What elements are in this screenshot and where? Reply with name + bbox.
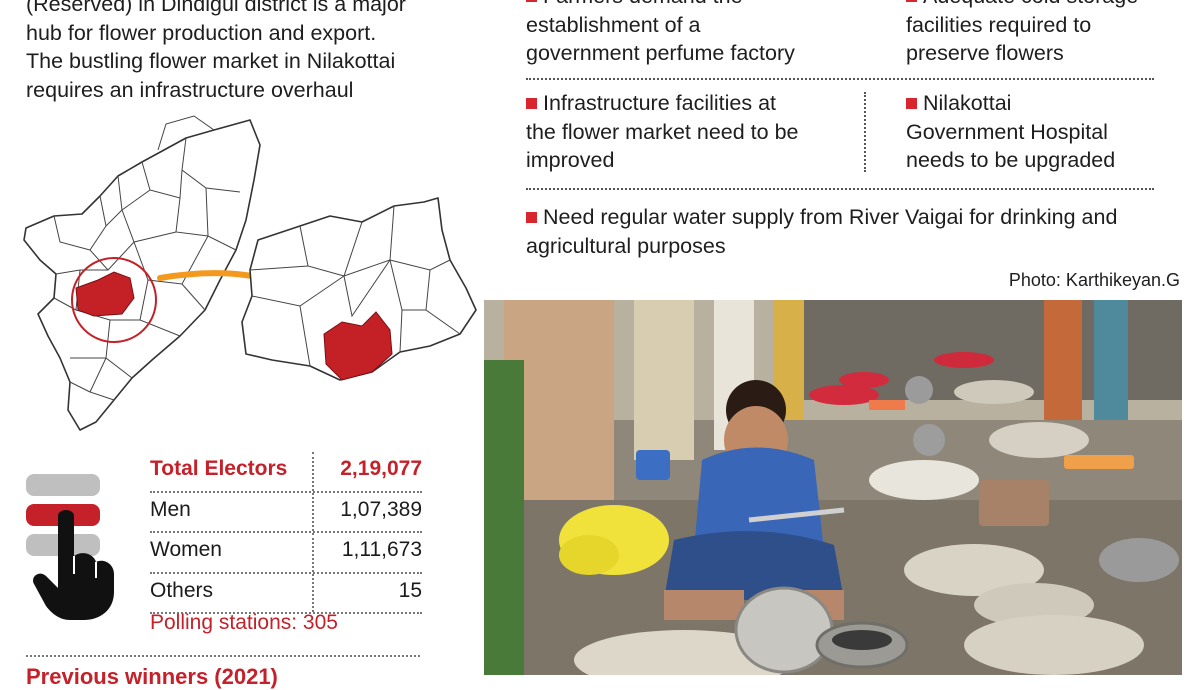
electors-table: Total Electors 2,19,077 Men 1,07,389 Wom… (150, 452, 422, 614)
bullet-icon (526, 98, 537, 109)
demand-hospital-upgrade: Nilakottai Government Hospital needs to … (906, 91, 1116, 172)
intro-line: The bustling flower market in Nilakottai (26, 49, 396, 73)
row-value: 1,07,389 (340, 497, 422, 521)
bullet-icon (526, 212, 537, 223)
bullet-icon (906, 98, 917, 109)
flower-market-scene (484, 300, 1182, 675)
demand-perfume-factory: Farmers demand the establishment of a go… (526, 0, 856, 68)
demand-cold-storage: Adequate cold storage facilities require… (906, 0, 1186, 68)
demand-market-infrastructure: Infrastructure facilities at the flower … (526, 91, 799, 172)
row-value: 1,11,673 (341, 538, 422, 561)
bullet-icon (906, 0, 917, 2)
row-value: 15 (398, 578, 422, 602)
row-label: Men (150, 497, 191, 521)
total-electors-label: Total Electors (150, 457, 288, 480)
row-label: Women (150, 538, 222, 561)
table-row-total: Total Electors 2,19,077 (150, 452, 422, 493)
divider (526, 78, 1154, 80)
table-row: Women 1,11,673 (150, 533, 422, 574)
bullet-icon (526, 0, 537, 2)
divider (864, 92, 866, 172)
tamil-nadu-map (23, 115, 261, 431)
row-label: Others (150, 578, 214, 602)
table-row: Men 1,07,389 (150, 492, 422, 533)
total-electors-value: 2,19,077 (340, 457, 422, 480)
ballot-hand-icon (26, 474, 114, 620)
location-maps (23, 115, 477, 431)
table-row: Others 15 (150, 573, 422, 614)
intro-line: requires an infrastructure overhaul (26, 77, 354, 102)
divider (26, 655, 420, 657)
photo-credit: Photo: Karthikeyan.G (1008, 270, 1180, 290)
intro-text: (Reserved) in Dindigul district is a maj… (26, 0, 466, 104)
intro-line: (Reserved) in Dindigul district is a maj… (26, 0, 406, 16)
intro-line: hub for flower production and export. (26, 20, 377, 45)
flower-market-photo (484, 300, 1182, 675)
previous-winners-heading: Previous winners (2021) (26, 664, 278, 689)
demand-water-supply: Need regular water supply from River Vai… (526, 205, 1118, 258)
constituency-map (241, 197, 477, 381)
polling-stations: Polling stations: 305 (150, 611, 338, 634)
divider (526, 188, 1154, 190)
